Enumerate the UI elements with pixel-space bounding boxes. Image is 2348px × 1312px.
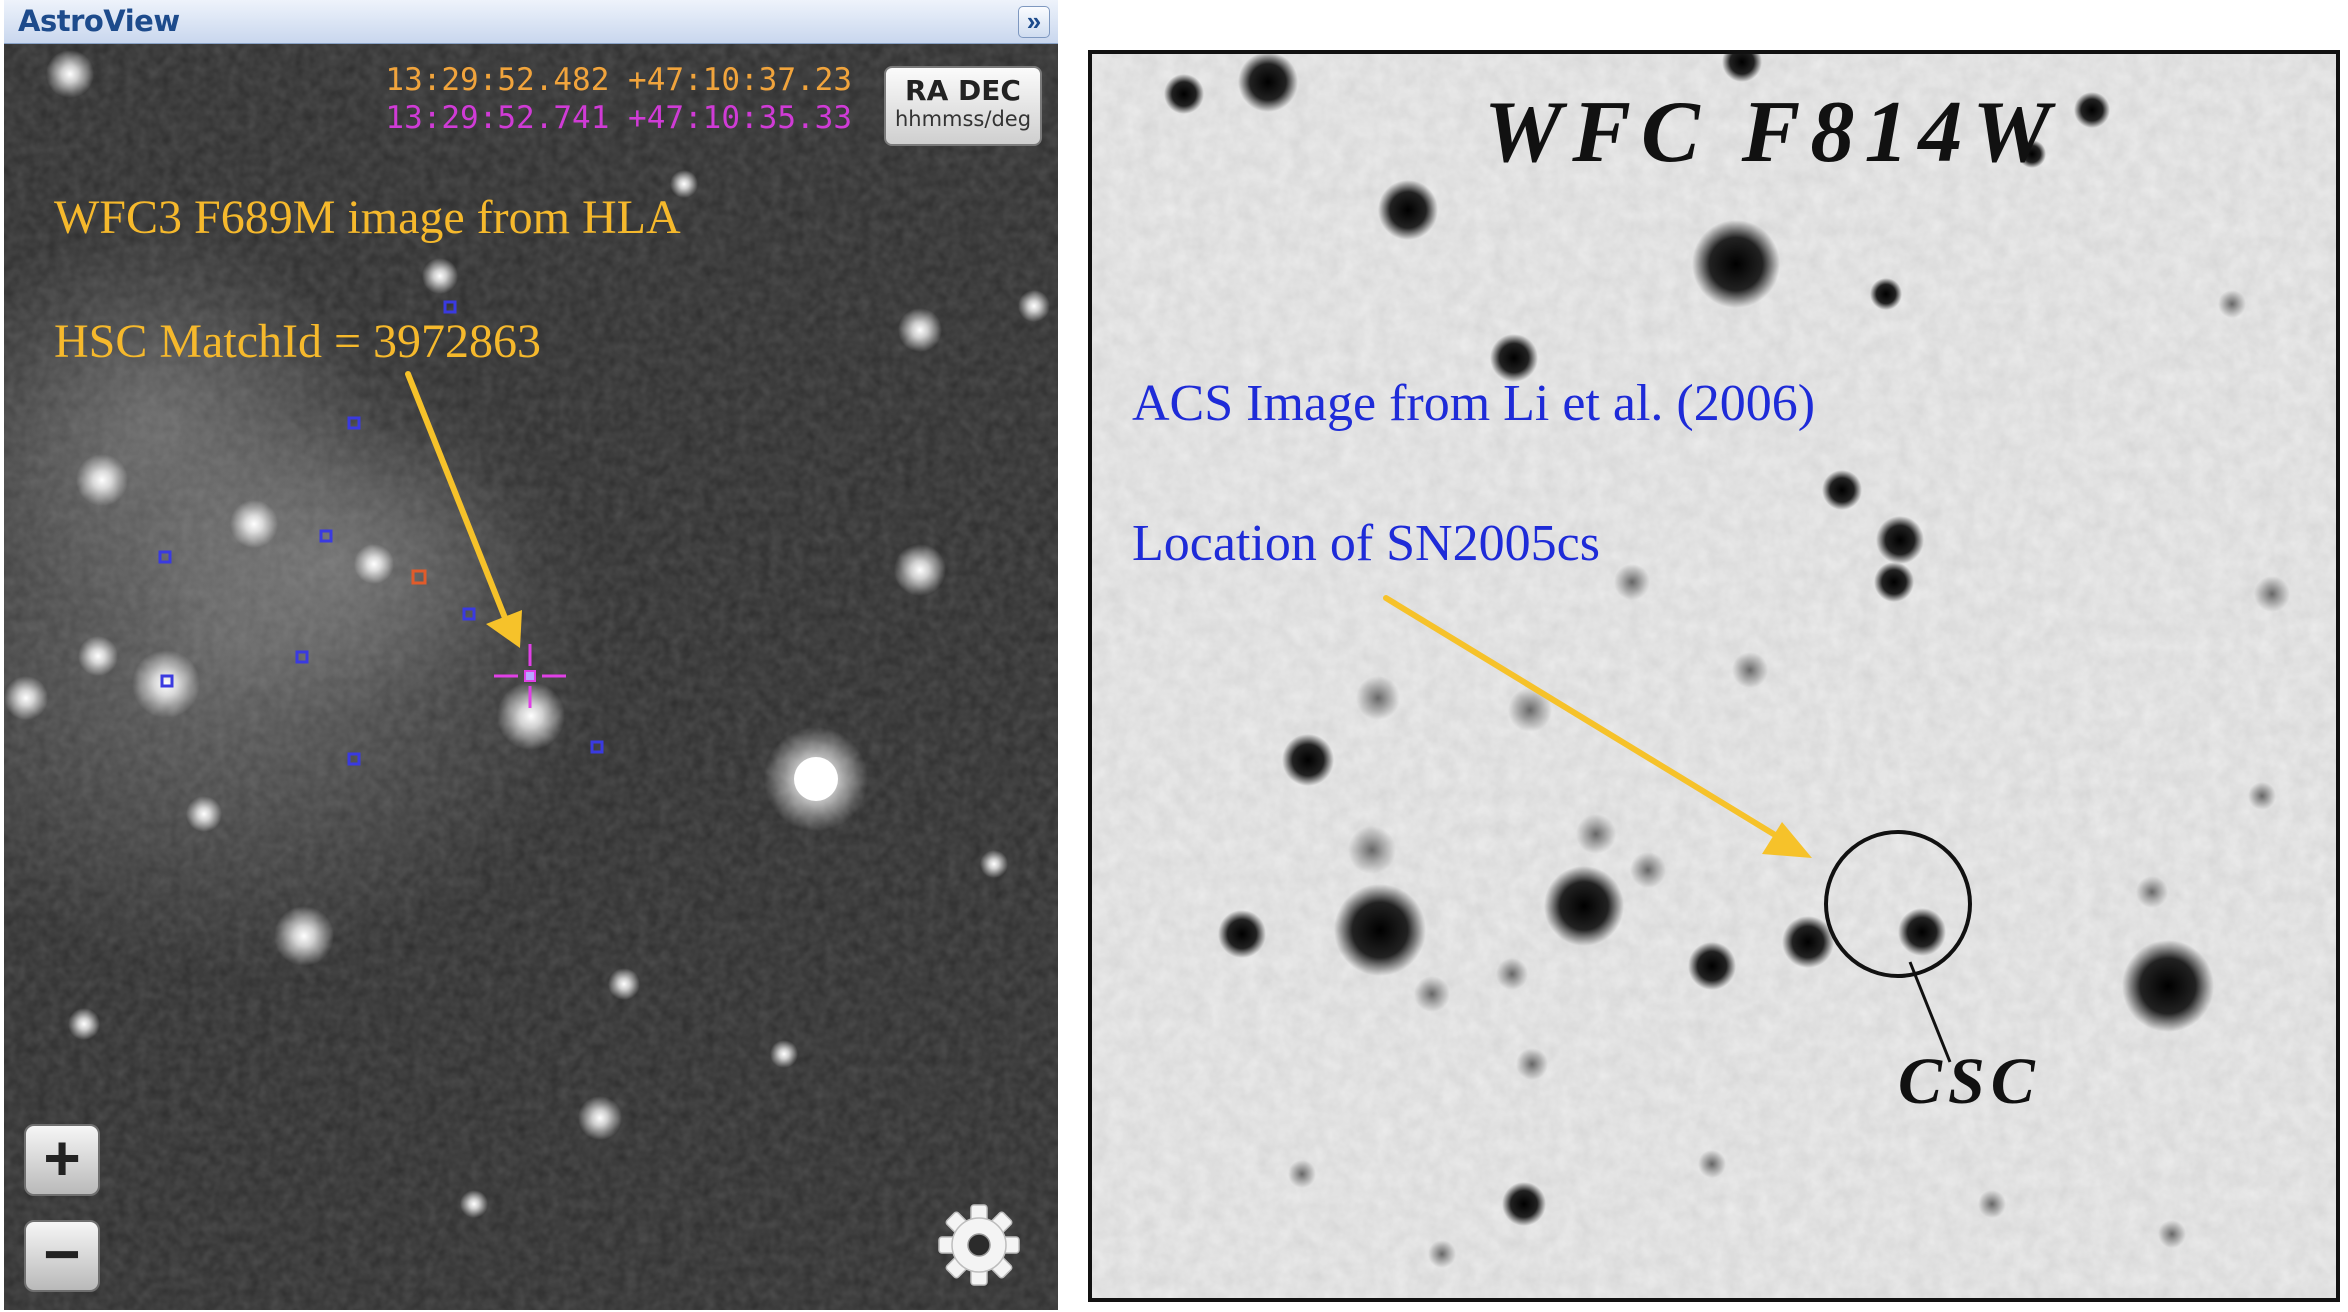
image-source-annotation: WFC3 F689M image from HLA — [54, 191, 681, 244]
coordinate-format-unit: hhmmss/deg — [894, 107, 1032, 131]
plus-icon: + — [43, 1122, 81, 1194]
csc-label: CSC — [1898, 1045, 2041, 1118]
sn-location-circle — [1824, 830, 1972, 978]
minus-icon: − — [43, 1218, 81, 1290]
image-source-annotation-right: ACS Image from Li et al. (2006) — [1132, 375, 1816, 432]
collapse-panel-button[interactable]: » — [1018, 6, 1050, 38]
zoom-out-button[interactable]: − — [24, 1220, 100, 1292]
sn-location-annotation: Location of SN2005cs — [1132, 515, 1600, 572]
catalog-marker — [347, 752, 361, 766]
star-field — [4, 50, 1050, 1218]
catalog-marker — [158, 550, 172, 564]
astroview-title: AstroView — [18, 4, 180, 38]
coordinate-format-button[interactable]: RA DEC hhmmss/deg — [884, 66, 1042, 146]
catalog-marker — [319, 529, 333, 543]
acs-image-panel: WFC F814W ACS Image from Li et al. (2006… — [1088, 50, 2340, 1302]
catalog-marker — [347, 416, 361, 430]
selected-source-marker[interactable] — [411, 569, 427, 585]
match-id-annotation: HSC MatchId = 3972863 — [54, 315, 542, 368]
catalog-marker — [590, 740, 604, 754]
cursor-coordinates: 13:29:52.482 +47:10:37.23 — [385, 62, 852, 98]
catalog-marker — [443, 300, 457, 314]
zoom-in-button[interactable]: + — [24, 1124, 100, 1196]
target-arrow — [405, 371, 522, 648]
filter-label: WFC F814W — [1484, 84, 2061, 181]
astroview-panel: AstroView » — [4, 0, 1058, 1310]
sky-image-viewer[interactable] — [4, 44, 1058, 1310]
sn-location-arrow — [1383, 595, 1812, 858]
coordinate-format-label: RA DEC — [905, 74, 1021, 107]
target-coordinates: 13:29:52.741 +47:10:35.33 — [385, 100, 852, 136]
catalog-marker — [462, 607, 476, 621]
catalog-marker — [160, 674, 174, 688]
acs-star-field — [1092, 54, 2336, 1298]
target-crosshair — [494, 644, 566, 708]
catalog-markers[interactable] — [158, 300, 604, 766]
gear-icon[interactable] — [934, 1200, 1024, 1290]
catalog-marker — [295, 650, 309, 664]
double-chevron-right-icon: » — [1026, 6, 1042, 36]
astroview-header: AstroView » — [4, 0, 1058, 44]
